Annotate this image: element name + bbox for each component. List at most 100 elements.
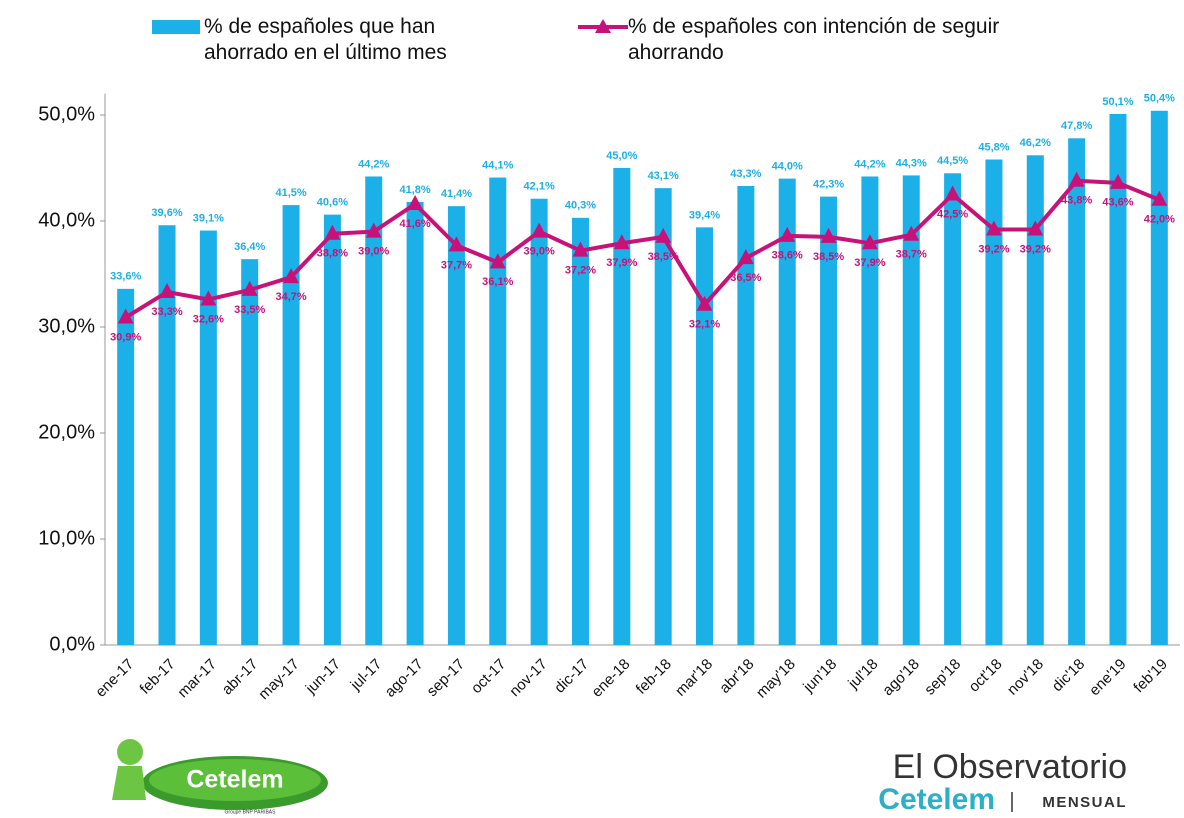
x-tick-label: feb-17 — [137, 656, 179, 698]
bar — [944, 173, 961, 645]
line-value-label: 43,6% — [1102, 197, 1133, 209]
x-tick-label: jun-17 — [302, 656, 344, 698]
line-value-label: 38,7% — [896, 249, 927, 261]
right-logo-edition: MENSUAL — [1042, 794, 1127, 811]
bar-value-label: 50,4% — [1144, 93, 1175, 105]
x-tick-label: mar-17 — [174, 656, 220, 702]
bar-value-label: 39,4% — [689, 209, 720, 221]
observatorio-logo: El Observatorio Cetelem MENSUAL — [878, 748, 1127, 816]
bar-value-label: 44,3% — [896, 157, 927, 169]
cetelem-logo: Cetelem Groupe BNP PARIBAS — [112, 739, 328, 815]
line-value-label: 39,2% — [978, 243, 1009, 255]
bar-value-label: 44,1% — [482, 159, 513, 171]
line-value-label: 42,5% — [937, 208, 968, 220]
legend-line: % de españoles con intención de seguir a… — [578, 14, 1008, 66]
y-tick-label: 10,0% — [38, 527, 95, 549]
y-tick-label: 40,0% — [38, 209, 95, 231]
line-value-label: 38,5% — [813, 251, 844, 263]
legend-label: % de españoles con intención de seguir a… — [628, 14, 1008, 66]
bar — [820, 197, 837, 645]
page: {"chart_data": {"type": "bar-line", "cat… — [0, 0, 1184, 818]
line-value-label: 38,8% — [317, 248, 348, 260]
bar-value-label: 47,8% — [1061, 120, 1092, 132]
line-value-label: 39,0% — [358, 246, 389, 258]
bar-value-label: 41,8% — [399, 184, 430, 196]
bar-value-label: 42,3% — [813, 179, 844, 191]
line-value-label: 36,5% — [730, 272, 761, 284]
line-value-label: 36,1% — [482, 276, 513, 288]
x-tick-label: mar'18 — [672, 656, 716, 700]
x-tick-label: may'18 — [753, 656, 799, 702]
x-tick-label: ene'19 — [1086, 656, 1130, 700]
legend-label: % de españoles que han ahorrado en el úl… — [204, 14, 504, 66]
line-value-label: 33,5% — [234, 304, 265, 316]
x-tick-label: ago-17 — [382, 656, 427, 701]
bar-value-label: 43,3% — [730, 168, 761, 180]
chart: Cetelem Groupe BNP PARIBAS El Observator… — [0, 0, 1184, 818]
x-tick-label: sep-17 — [424, 656, 468, 700]
line-value-label: 43,8% — [1061, 195, 1092, 207]
line-value-label: 33,3% — [151, 306, 182, 318]
bar — [241, 259, 258, 645]
bar-value-label: 41,5% — [275, 187, 306, 199]
bar-value-label: 50,1% — [1102, 96, 1133, 108]
line-value-label: 38,5% — [648, 251, 679, 263]
x-tick-label: oct-17 — [468, 656, 510, 698]
bar — [572, 218, 589, 645]
bar-value-label: 45,8% — [978, 141, 1009, 153]
bar — [448, 206, 465, 645]
bar — [489, 178, 506, 645]
bar-value-label: 40,6% — [317, 197, 348, 209]
bar — [531, 199, 548, 645]
x-tick-label: jun'18 — [799, 656, 840, 697]
bar — [779, 179, 796, 645]
line-value-label: 37,9% — [854, 257, 885, 269]
right-logo-brand: Cetelem — [878, 783, 995, 816]
left-logo-text: Cetelem — [186, 766, 283, 794]
bar — [1068, 138, 1085, 645]
line-value-label: 39,2% — [1020, 243, 1051, 255]
legend-swatch — [578, 14, 628, 40]
bar — [324, 215, 341, 645]
right-logo-title: El Observatorio — [893, 748, 1127, 786]
x-tick-label: may-17 — [255, 656, 302, 703]
line-value-label: 41,6% — [399, 218, 430, 230]
x-tick-label: abr'18 — [716, 656, 757, 697]
y-tick-label: 50,0% — [38, 103, 95, 125]
x-tick-label: feb-18 — [633, 656, 675, 698]
bar — [407, 202, 424, 645]
x-tick-label: feb'19 — [1130, 656, 1171, 697]
bar-value-label: 44,0% — [772, 161, 803, 173]
bar-value-label: 33,6% — [110, 271, 141, 283]
x-tick-label: jul-17 — [347, 656, 386, 695]
bar-value-label: 46,2% — [1020, 137, 1051, 149]
left-logo-tagline: Groupe BNP PARIBAS — [225, 809, 277, 815]
bar-value-label: 40,3% — [565, 200, 596, 212]
bar-value-label: 41,4% — [441, 188, 472, 200]
y-tick-label: 20,0% — [38, 421, 95, 443]
bar-value-label: 45,0% — [606, 150, 637, 162]
x-tick-label: ene-18 — [588, 656, 633, 701]
bar — [903, 175, 920, 645]
x-tick-label: nov-17 — [506, 656, 550, 700]
bar-value-label: 42,1% — [524, 181, 555, 193]
bar-value-label: 43,1% — [648, 170, 679, 182]
legend-bar: % de españoles que han ahorrado en el úl… — [152, 14, 504, 66]
bar-value-label: 36,4% — [234, 241, 265, 253]
y-tick-label: 30,0% — [38, 315, 95, 337]
x-tick-label: sep'18 — [921, 656, 964, 699]
bar-value-label: 44,2% — [854, 158, 885, 170]
line-value-label: 38,6% — [772, 250, 803, 262]
x-tick-label: jul'18 — [844, 656, 881, 693]
x-tick-label: ene-17 — [92, 656, 137, 701]
bar-value-label: 44,2% — [358, 158, 389, 170]
line-value-label: 39,0% — [524, 246, 555, 258]
line-value-label: 37,2% — [565, 265, 596, 277]
y-tick-label: 0,0% — [49, 633, 95, 655]
line-value-label: 37,9% — [606, 257, 637, 269]
bar-value-label: 39,1% — [193, 212, 224, 224]
x-tick-label: dic-17 — [551, 656, 592, 697]
x-tick-label: ago'18 — [879, 656, 923, 700]
line-value-label: 30,9% — [110, 331, 141, 343]
line-value-label: 32,6% — [193, 313, 224, 325]
